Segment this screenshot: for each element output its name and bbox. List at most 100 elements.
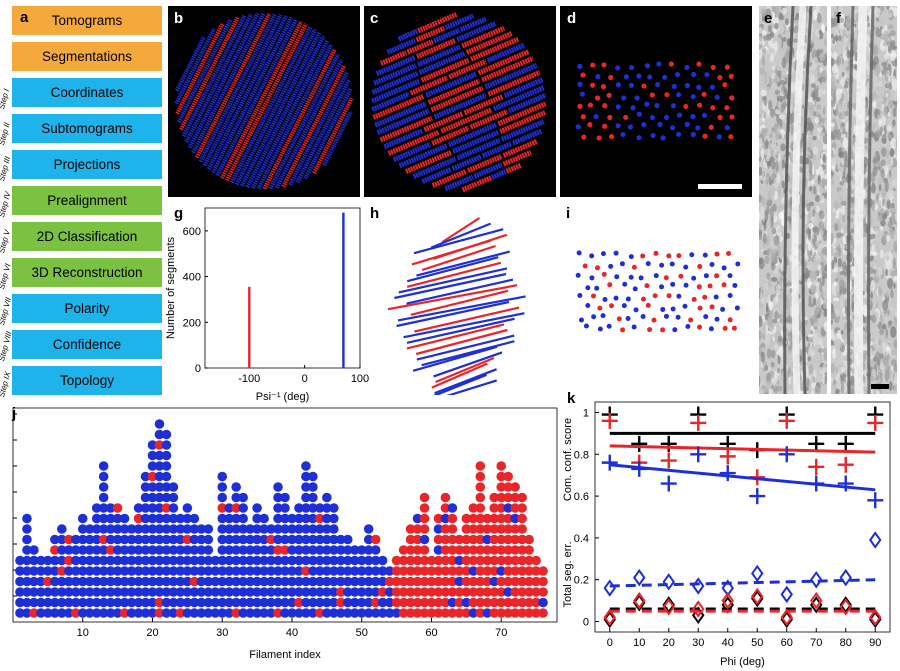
- noise-speckle: [812, 135, 817, 141]
- noise-speckle: [893, 339, 897, 349]
- model-dot: [585, 303, 591, 309]
- filament-segment-dot: [105, 503, 116, 513]
- filament-segment-dot: [349, 555, 360, 566]
- filament-segment-dot: [217, 566, 228, 576]
- filament-segment-dot: [154, 566, 165, 576]
- noise-speckle: [774, 343, 779, 350]
- filament-segment: [406, 39, 434, 55]
- filament-segment-dot: [175, 597, 186, 608]
- model-filament: [433, 373, 487, 395]
- noise-speckle: [759, 34, 762, 40]
- filament-segment-dot: [301, 534, 311, 545]
- noise-speckle: [817, 131, 821, 141]
- filament-segment: [418, 51, 466, 75]
- filament: [312, 97, 354, 175]
- filament-segment-dot: [98, 587, 109, 597]
- noise-speckle: [770, 161, 774, 168]
- noise-speckle: [862, 333, 867, 345]
- model-filament: [406, 323, 505, 350]
- noise-speckle: [778, 276, 783, 286]
- filament-segment-dot: [245, 608, 255, 618]
- filament-segment-dot: [461, 555, 472, 566]
- filament-segment-dot: [342, 608, 353, 618]
- filament-segment-dot: [182, 587, 193, 597]
- filament-segment-dot: [419, 608, 430, 618]
- filament-segment-dot: [301, 608, 311, 618]
- filament-segment-dot: [259, 524, 269, 534]
- filament-segment-dot: [280, 513, 290, 524]
- point-err-red: [662, 598, 675, 616]
- filament-segment-dot: [503, 555, 513, 566]
- noise-speckle: [840, 330, 844, 335]
- filament-segment-dot: [426, 566, 437, 576]
- noise-speckle: [780, 143, 786, 152]
- filament-segment-dot: [175, 534, 186, 545]
- point-score-blue: [808, 475, 825, 492]
- noise-speckle: [838, 17, 845, 24]
- filament-segment-dot: [231, 492, 241, 503]
- filament-segment-dot: [524, 566, 534, 576]
- noise-speckle: [884, 312, 889, 324]
- filament-segment-dot: [461, 608, 472, 618]
- filament-segment-dot: [63, 597, 74, 608]
- noise-speckle: [879, 208, 885, 215]
- noise-speckle: [839, 270, 846, 276]
- filament-segment-dot: [489, 492, 500, 503]
- filament-segment-dot: [335, 555, 346, 566]
- filament: [229, 25, 313, 184]
- filament-segment-dot: [196, 555, 207, 566]
- noise-speckle: [873, 75, 879, 87]
- filament-segment-dot: [98, 608, 109, 618]
- noise-speckle: [761, 29, 767, 37]
- noise-speckle: [810, 271, 816, 284]
- filament-segment-dot: [322, 555, 332, 566]
- filament-segment-dot: [196, 524, 207, 534]
- cross-section-dot: [650, 132, 656, 139]
- filament-segment-dot: [273, 566, 283, 576]
- filament-segment-dot: [398, 576, 409, 587]
- noise-speckle: [832, 241, 840, 248]
- filament-segment: [444, 174, 474, 192]
- filament-segment-dot: [301, 576, 311, 587]
- filament-segment-dot: [419, 576, 430, 587]
- x-tick-label: 10: [633, 637, 645, 649]
- x-tick-label: 10: [77, 627, 89, 639]
- filament-segment-dot: [287, 534, 297, 545]
- filament-segment-dot: [308, 555, 318, 566]
- noise-speckle: [836, 128, 841, 141]
- noise-speckle: [889, 40, 896, 47]
- noise-speckle: [819, 281, 823, 293]
- model-dot: [585, 285, 591, 291]
- filament-segment: [386, 38, 417, 55]
- filament-segment-dot: [496, 576, 507, 587]
- filament-segment-dot: [301, 492, 311, 503]
- noise-speckle: [844, 110, 849, 117]
- filament-segment-dot: [63, 555, 74, 566]
- noise-speckle: [759, 66, 765, 75]
- filament-segment-dot: [524, 608, 534, 618]
- noise-speckle: [759, 257, 763, 265]
- noise-speckle: [780, 261, 785, 272]
- filament-segment-dot: [412, 566, 423, 576]
- filament-segment-dot: [398, 587, 409, 597]
- noise-speckle: [759, 346, 766, 352]
- filament-segment-dot: [447, 513, 458, 524]
- filament-segment-dot: [370, 587, 381, 597]
- filament-segment-dot: [510, 587, 520, 597]
- cross-section-dot: [623, 74, 630, 80]
- noise-speckle: [895, 210, 897, 223]
- filament-segment: [374, 101, 427, 128]
- model-dot: [640, 314, 646, 320]
- point-err-blue: [751, 564, 764, 583]
- filament-segment-dot: [140, 471, 151, 482]
- noise-speckle: [781, 62, 787, 69]
- filament-segment-dot: [29, 576, 39, 587]
- filament-segment-dot: [119, 524, 130, 534]
- filament-segment-dot: [91, 545, 102, 555]
- model-dot: [691, 275, 697, 281]
- filament-segment-dot: [391, 576, 402, 587]
- filament-segment-dot: [482, 608, 493, 618]
- filament-segment: [372, 94, 425, 120]
- filament-segment-dot: [391, 587, 402, 597]
- cross-section-dot: [676, 131, 682, 137]
